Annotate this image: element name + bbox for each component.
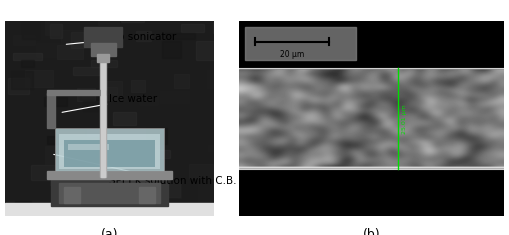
Bar [101,190,123,200]
Bar [98,7,119,25]
Bar [239,21,504,68]
Bar [189,164,213,178]
Bar [21,60,35,67]
Bar [68,149,88,162]
Bar [175,74,189,88]
Bar [197,184,219,203]
Bar [84,27,122,47]
Bar [207,70,229,88]
Bar [112,112,136,125]
Bar [131,80,145,92]
Bar [64,140,155,167]
Bar [64,187,80,203]
Bar [84,179,112,190]
Bar [239,169,504,216]
Bar [60,183,159,203]
Bar [139,96,158,105]
Text: (b): (b) [363,228,380,235]
Bar [82,101,98,111]
Text: 25.01 μm: 25.01 μm [402,104,407,133]
Bar [5,203,214,216]
Bar [11,70,33,89]
Bar [13,35,35,45]
Bar [61,30,89,44]
Bar [203,86,219,104]
Bar [91,43,116,56]
Bar [32,164,55,180]
Bar [135,31,151,41]
Bar [71,31,83,48]
Bar [73,67,102,75]
Bar [47,136,75,144]
Bar [49,24,62,38]
Bar [47,171,172,179]
Text: Tip sonicator: Tip sonicator [66,32,177,44]
Bar [153,180,180,197]
Bar [187,203,214,215]
Bar [160,181,181,198]
Bar [47,90,105,95]
Bar [160,91,189,103]
Bar [8,78,29,94]
Bar [13,53,42,60]
Bar [244,27,356,60]
Bar [146,128,167,144]
Text: 20 μm: 20 μm [280,51,304,59]
Bar [80,89,99,100]
Text: Ice water: Ice water [62,94,158,112]
Bar [165,33,195,39]
Bar [55,128,164,171]
Bar [76,137,99,154]
Bar [51,177,168,206]
Bar [52,167,67,177]
Bar [101,60,105,177]
Bar [181,24,204,32]
Text: SPEEK solution with C.B.: SPEEK solution with C.B. [54,154,237,186]
Bar [45,146,71,164]
Bar [138,187,155,203]
Bar [145,150,169,158]
Bar [162,204,173,211]
Bar [208,145,222,151]
Bar [195,41,217,60]
Bar [50,179,62,185]
Bar [97,54,109,62]
Bar [121,3,144,22]
Bar [25,70,53,87]
Bar [55,129,86,138]
Bar [102,87,117,94]
Bar [68,144,109,150]
Bar [47,93,55,128]
Bar [162,41,181,58]
Bar [45,17,60,35]
Bar [105,81,122,100]
Bar [100,41,106,177]
Bar [91,60,117,67]
Bar [44,98,67,106]
Bar [58,45,83,59]
Text: (a): (a) [101,228,118,235]
Bar [84,160,108,167]
Bar [22,22,39,39]
Bar [109,153,123,168]
Bar [37,43,67,57]
Bar [60,134,159,169]
Bar [147,199,177,212]
Bar [77,88,95,101]
Bar [134,169,163,180]
Bar [213,22,240,33]
Bar [15,201,31,210]
